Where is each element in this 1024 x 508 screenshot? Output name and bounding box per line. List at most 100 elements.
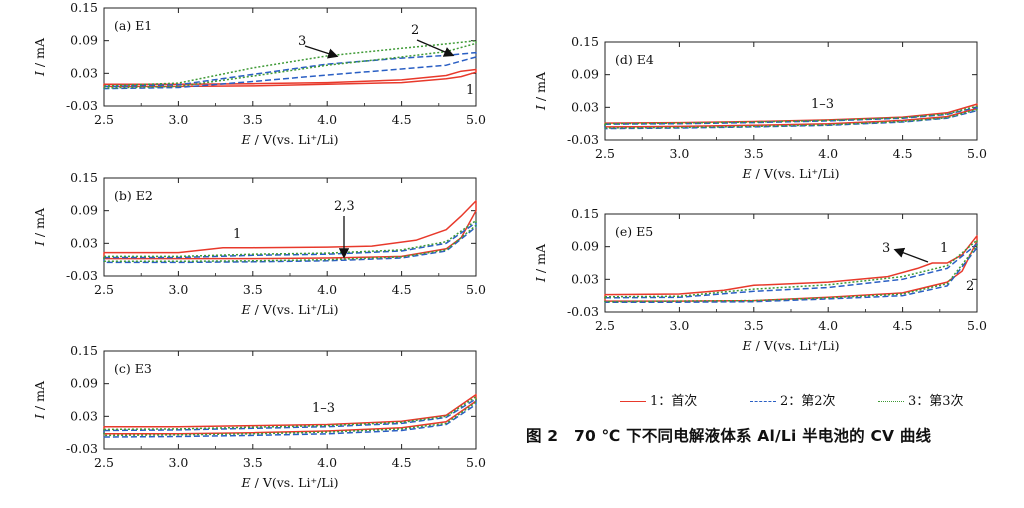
x-tick-label: 2.5 (94, 112, 114, 127)
y-tick-label: -0.03 (567, 304, 599, 319)
x-tick-label: 4.0 (818, 318, 838, 333)
y-tick-label: 0.15 (70, 343, 98, 358)
y-tick-label: 0.09 (571, 67, 599, 82)
annotation-arrow (304, 45, 339, 59)
x-axis-label-unit: / V(vs. Li⁺/Li) (251, 132, 339, 147)
chart-panel-0: 2.5 3.0 3.5 4.0 4.5 5.0 0.15 0.09 0.03 -0.03 E / V… (32, 0, 486, 147)
chart-panel-4: 2.5 3.0 3.5 4.0 4.5 5.0 0.15 0.09 0.03 -0.03 E / V… (533, 206, 987, 353)
y-tick-label: 0.15 (571, 34, 599, 49)
x-tick-label: 4.0 (317, 455, 337, 470)
panel-label: (a) E1 (114, 18, 152, 33)
legend-swatch-run1 (620, 401, 646, 402)
x-axis-label-unit: / V(vs. Li⁺/Li) (251, 475, 339, 490)
x-tick-label: 3.5 (243, 455, 263, 470)
chart-panel-1: 2.5 3.0 3.5 4.0 4.5 5.0 0.15 0.09 0.03 -0.03 E / V… (32, 170, 486, 317)
y-axis-label: I / mA (32, 380, 47, 420)
y-tick-label: 0.03 (70, 235, 98, 250)
curve-annotation: 1 (940, 241, 948, 256)
x-tick-label: 5.0 (466, 455, 486, 470)
x-tick-label: 5.0 (967, 146, 987, 161)
x-axis-label: E / V(vs. Li⁺/Li) (241, 475, 339, 490)
y-axis-label-unit: / mA (32, 37, 47, 71)
y-tick-label: 0.03 (571, 271, 599, 286)
series-line-run2 (604, 106, 978, 130)
x-tick-label: 3.5 (744, 318, 764, 333)
legend-label-run2: 2：第2次 (780, 394, 836, 409)
series-line-run3 (103, 395, 477, 437)
legend-swatch-run2 (750, 401, 776, 402)
x-tick-label: 2.5 (595, 318, 615, 333)
y-tick-label: -0.03 (66, 441, 98, 456)
y-tick-label: 0.03 (571, 99, 599, 114)
x-tick-label: 4.5 (392, 112, 412, 127)
figure-caption: 图 2 70 ℃ 下不同电解液体系 Al/Li 半电池的 CV 曲线 (526, 427, 932, 445)
x-axis-label: E / V(vs. Li⁺/Li) (742, 338, 840, 353)
x-axis-label-symbol: E (241, 475, 251, 490)
x-tick-label: 4.5 (893, 318, 913, 333)
x-tick-label: 3.5 (744, 146, 764, 161)
series-line-run2 (604, 243, 978, 303)
x-tick-label: 2.5 (595, 146, 615, 161)
y-tick-label: 0.09 (70, 33, 98, 48)
plot-frame (604, 41, 978, 141)
curve-annotation: 1–3 (811, 97, 834, 112)
y-axis-label-symbol: I (32, 413, 47, 420)
y-axis-label-unit: / mA (32, 207, 47, 241)
legend-label-run1: 1：首次 (650, 394, 698, 409)
y-tick-label: 0.15 (571, 206, 599, 221)
series-line-run2 (103, 398, 477, 438)
x-tick-label: 3.5 (243, 112, 263, 127)
y-axis-label-symbol: I (32, 70, 47, 77)
x-tick-label: 3.0 (168, 455, 188, 470)
x-axis-label: E / V(vs. Li⁺/Li) (742, 166, 840, 181)
legend-swatch-run3 (878, 401, 904, 402)
legend-item-run3: 3：第3次 (878, 390, 964, 409)
x-axis-label: E / V(vs. Li⁺/Li) (241, 302, 339, 317)
series-line-run3 (604, 239, 978, 303)
x-tick-label: 2.5 (94, 282, 114, 297)
x-tick-label: 4.5 (893, 146, 913, 161)
y-axis-label: I / mA (533, 71, 548, 111)
x-axis-label-unit: / V(vs. Li⁺/Li) (251, 302, 339, 317)
legend-item-run1: 1：首次 (620, 390, 697, 409)
y-tick-label: 0.03 (70, 65, 98, 80)
x-axis-label-symbol: E (742, 166, 752, 181)
y-tick-label: 0.09 (70, 203, 98, 218)
curve-annotation: 2,3 (334, 199, 355, 214)
annotation-arrow (893, 247, 929, 263)
x-axis-label-symbol: E (742, 338, 752, 353)
y-axis-label-unit: / mA (533, 243, 548, 277)
y-tick-label: -0.03 (567, 132, 599, 147)
x-axis-label-symbol: E (241, 132, 251, 147)
y-tick-label: 0.03 (70, 408, 98, 423)
x-tick-label: 3.0 (168, 282, 188, 297)
series-line-run3 (103, 219, 477, 263)
annotation-arrow (416, 39, 455, 57)
x-tick-label: 2.5 (94, 455, 114, 470)
x-tick-label: 5.0 (466, 282, 486, 297)
x-tick-label: 3.0 (669, 318, 689, 333)
panel-label: (e) E5 (615, 224, 653, 239)
x-axis-label: E / V(vs. Li⁺/Li) (241, 132, 339, 147)
panel-label: (d) E4 (615, 52, 654, 67)
curve-annotation: 3 (298, 34, 306, 49)
y-axis-label: I / mA (32, 37, 47, 77)
y-axis-label-symbol: I (533, 276, 548, 283)
y-tick-label: 0.15 (70, 170, 98, 185)
y-axis-label: I / mA (533, 243, 548, 283)
x-tick-label: 4.0 (818, 146, 838, 161)
panel-label: (b) E2 (114, 188, 153, 203)
x-tick-label: 5.0 (967, 318, 987, 333)
x-axis-label-unit: / V(vs. Li⁺/Li) (752, 338, 840, 353)
y-axis-label: I / mA (32, 207, 47, 247)
x-tick-label: 5.0 (466, 112, 486, 127)
x-tick-label: 4.5 (392, 282, 412, 297)
x-tick-label: 3.0 (669, 146, 689, 161)
curve-annotation: 2 (411, 23, 419, 38)
y-tick-label: 0.15 (70, 0, 98, 15)
x-tick-label: 4.5 (392, 455, 412, 470)
y-axis-label-symbol: I (32, 240, 47, 247)
chart-panel-2: 2.5 3.0 3.5 4.0 4.5 5.0 0.15 0.09 0.03 -0.03 E / V… (32, 343, 486, 490)
x-tick-label: 3.0 (168, 112, 188, 127)
